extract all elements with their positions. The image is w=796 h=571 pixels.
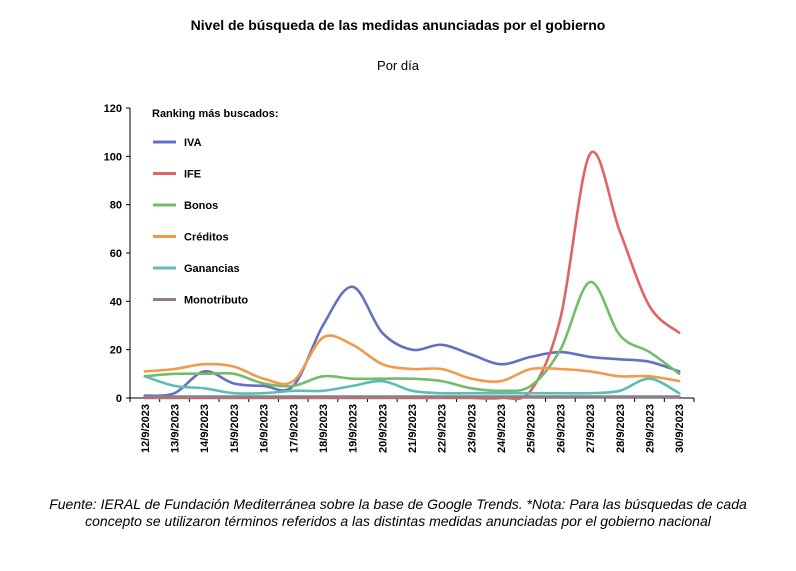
x-tick-label: 24/9/2023 [496,404,508,453]
x-tick-label: 18/9/2023 [318,404,330,453]
y-tick-label: 120 [104,103,122,115]
chart-subtitle: Por día [377,58,419,73]
x-tick-label: 21/9/2023 [407,404,419,453]
legend-label: IFE [184,169,201,181]
x-tick-label: 14/9/2023 [199,404,211,453]
x-tick-label: 26/9/2023 [555,404,567,453]
y-tick-label: 80 [110,200,122,212]
legend-label: Monotributo [184,295,248,307]
x-tick-label: 20/9/2023 [377,404,389,453]
x-tick-label: 23/9/2023 [466,404,478,453]
chart-series [143,150,681,401]
x-tick-label: 22/9/2023 [437,404,449,453]
series-line-créditos [143,334,681,386]
x-tick-label: 19/9/2023 [348,404,360,453]
x-tick-label: 28/9/2023 [615,404,627,453]
y-tick-label: 40 [110,296,122,308]
x-tick-label: 30/9/2023 [674,404,686,453]
chart-axes: 0 20 40 60 80 100 120 12/9/2023 13/9/2023 14/9/20… [104,103,695,453]
legend-label: Ganancias [184,263,240,275]
series-line-iva [143,285,681,398]
x-tick-label: 29/9/2023 [644,404,656,453]
legend-title: Ranking más buscados: [152,108,279,120]
footnote: Fuente: IERAL de Fundación Mediterránea … [49,496,747,529]
chart-title: Nivel de búsqueda de las medidas anuncia… [190,17,606,33]
x-tick-label: 12/9/2023 [140,404,152,453]
x-tick-label: 15/9/2023 [229,404,241,453]
y-tick-label: 60 [110,248,122,260]
x-tick-label: 16/9/2023 [259,404,271,453]
series-line-ganancias [143,375,681,395]
legend-label: Créditos [184,232,229,244]
legend-label: Bonos [184,200,218,212]
x-tick-label: 27/9/2023 [585,404,597,453]
y-tick-label: 100 [104,151,122,163]
series-line-ife [143,150,681,401]
series-line-bonos [143,280,681,393]
x-tick-label: 17/9/2023 [288,404,300,453]
y-tick-label: 0 [116,393,122,405]
legend-label: IVA [184,137,202,149]
chart-legend: Ranking más buscados: IVA IFE Bonos Crédito… [152,108,279,307]
x-tick-label: 25/9/2023 [526,404,538,453]
x-tick-label: 13/9/2023 [170,404,182,453]
y-tick-label: 20 [110,345,122,357]
